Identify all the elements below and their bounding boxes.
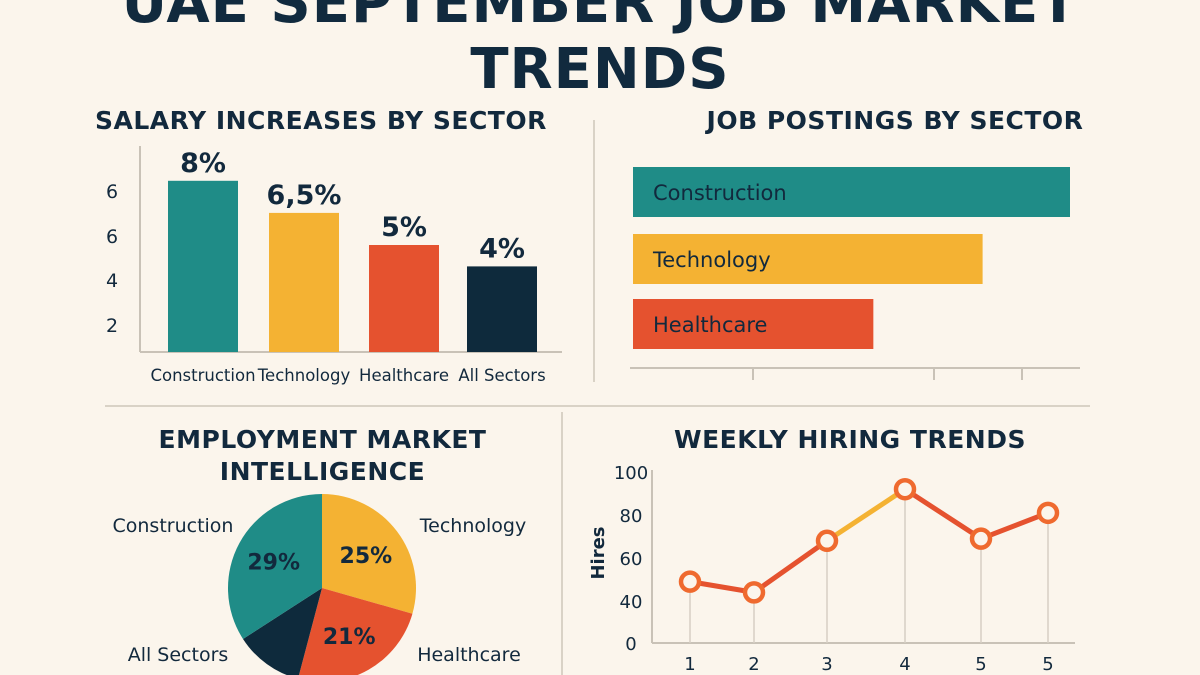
salary-y-tick-label: 2 [106, 315, 118, 337]
main-title-line-2: TRENDS [470, 37, 730, 102]
pie-chart-title-line-2: INTELLIGENCE [219, 457, 426, 486]
line-chart-title: WEEKLY HIRING TRENDS [674, 425, 1026, 454]
salary-chart-title: SALARY INCREASES BY SECTOR [95, 106, 547, 135]
hiring-line-segment [751, 538, 830, 595]
salary-y-tick-label: 6 [106, 181, 118, 203]
pie-slice-healthcare [298, 588, 413, 675]
postings-bar-construction [633, 167, 1070, 217]
salary-bar-healthcare [369, 245, 439, 352]
pie-slice-value: 29% [247, 551, 300, 576]
main-title-line-1: UAE SEPTEMBER JOB MARKET [121, 0, 1079, 36]
salary-data-label: 8% [180, 148, 226, 179]
pie-slice-all-sectors [243, 588, 322, 675]
salary-category-label: All Sectors [458, 366, 545, 385]
pie-legend-label: Construction [113, 515, 234, 537]
pie-slice-construction [227, 494, 322, 639]
hiring-y-tick-label: 60 [620, 549, 643, 570]
hiring-point-week-5 [969, 527, 993, 550]
salary-bar-construction [168, 180, 238, 352]
salary-category-label: Technology [257, 366, 351, 385]
salary-bar-technology [269, 212, 339, 352]
hiring-y-tick-label: 80 [620, 506, 643, 527]
hiring-x-tick-label: 1 [684, 654, 695, 675]
pie-legend-label: All Sectors [128, 644, 229, 666]
postings-bar-label: Technology [652, 248, 771, 272]
hiring-point-week-3 [815, 529, 839, 553]
hiring-x-tick-label: 2 [748, 654, 759, 675]
salary-y-tick-label: 6 [106, 226, 118, 248]
hiring-point-week-4 [893, 477, 917, 501]
salary-y-tick-label: 4 [106, 270, 118, 292]
vertical-divider-bottom [561, 412, 563, 675]
hiring-line-segment [902, 486, 984, 542]
hiring-point-week-6 [1036, 501, 1060, 525]
pie-slice-technology [322, 494, 416, 614]
hiring-point-week-2 [742, 581, 766, 604]
pie-slice-value: 21% [323, 625, 376, 650]
postings-bar-label: Construction [653, 181, 787, 205]
salary-data-label: 6,5% [267, 180, 342, 211]
pie-legend-label: Healthcare [417, 644, 521, 666]
hiring-y-tick-label: 0 [625, 634, 636, 655]
hiring-x-tick-label: 5 [1042, 654, 1053, 675]
hiring-line-segment [824, 486, 908, 544]
hiring-y-tick-label: 100 [614, 463, 648, 484]
hiring-y-tick-label: 40 [620, 592, 643, 613]
salary-category-label: Healthcare [359, 366, 449, 385]
horizontal-divider [105, 405, 1090, 407]
hiring-point-week-1 [678, 570, 702, 593]
hiring-x-tick-label: 4 [899, 654, 910, 675]
vertical-divider-top [593, 120, 595, 382]
salary-data-label: 4% [479, 233, 525, 264]
pie-legend-label: Technology [419, 515, 526, 537]
hiring-line-segment [978, 510, 1051, 542]
salary-category-label: Construction [150, 366, 255, 385]
postings-bar-healthcare [633, 299, 874, 349]
pie-chart-title-line-1: EMPLOYMENT MARKET [158, 425, 487, 454]
postings-bar-technology [633, 234, 983, 284]
salary-bar-all-sectors [467, 266, 537, 352]
hiring-y-axis-label: Hires [588, 526, 609, 579]
pie-slice-value: 25% [340, 544, 393, 569]
hiring-x-tick-label: 3 [821, 654, 832, 675]
hiring-x-tick-label: 5 [975, 654, 986, 675]
salary-data-label: 5% [381, 212, 427, 243]
postings-chart-title: JOB POSTINGS BY SECTOR [706, 106, 1084, 135]
postings-bar-label: Healthcare [653, 313, 767, 337]
